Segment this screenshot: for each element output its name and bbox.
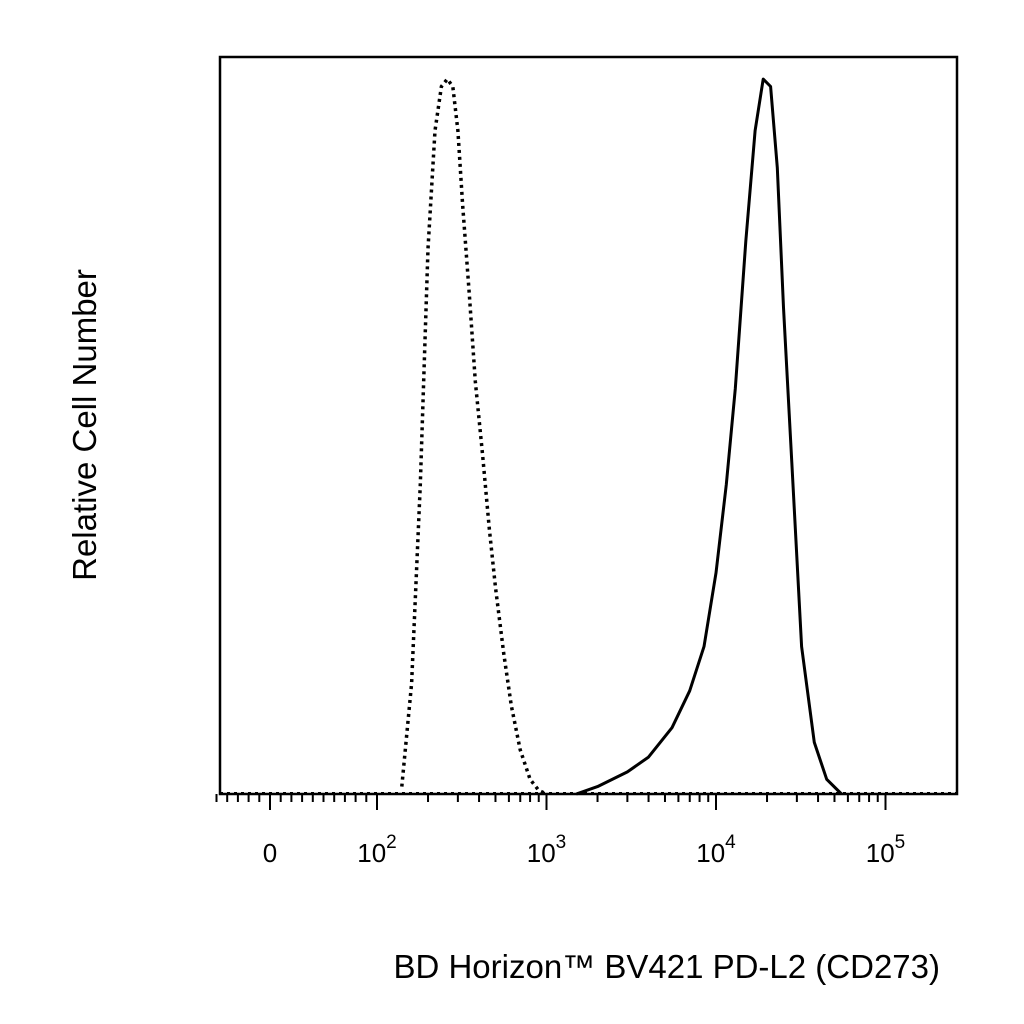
- control-histogram-line: [400, 77, 548, 796]
- x-tick-label: 103: [527, 832, 567, 868]
- x-tick-label: 102: [357, 832, 397, 868]
- stained-histogram-line: [575, 77, 843, 796]
- x-axis-title: BD Horizon™ BV421 PD-L2 (CD273): [393, 948, 940, 985]
- x-tick-label: 104: [696, 832, 736, 868]
- x-tick-label: 105: [866, 832, 906, 868]
- x-axis-tick-labels: 0 102 103 104 105: [263, 832, 905, 868]
- x-axis-ticks: [215, 794, 887, 810]
- x-tick-label: 0: [263, 838, 277, 868]
- y-axis-title: Relative Cell Number: [66, 269, 103, 581]
- plot-frame: [218, 55, 959, 796]
- series-layer: [220, 77, 957, 796]
